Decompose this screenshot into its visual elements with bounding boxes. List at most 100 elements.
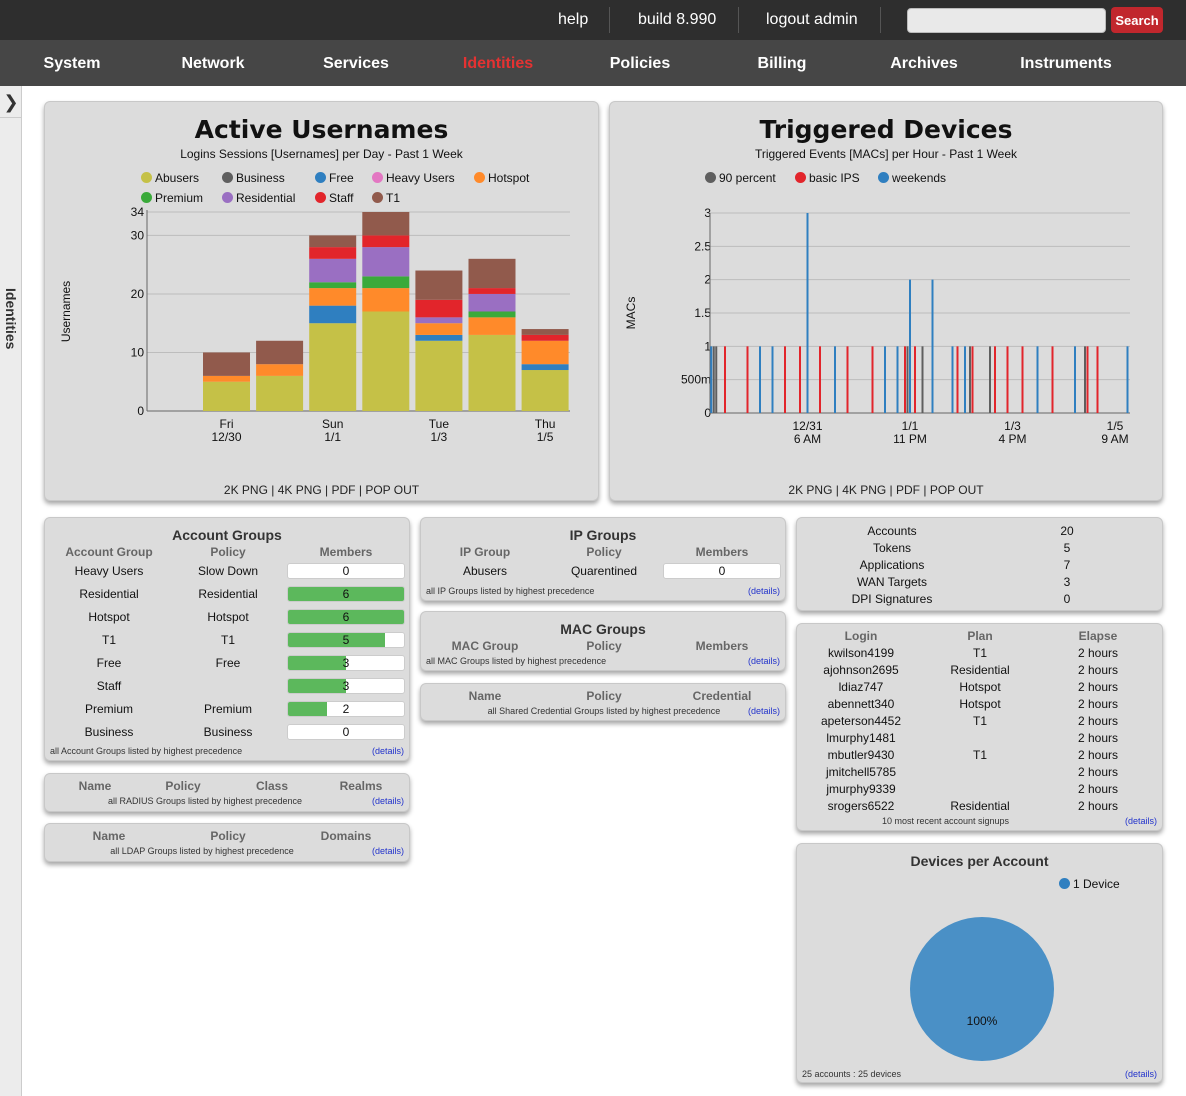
export-pdf[interactable]: PDF <box>896 483 921 497</box>
summary-panel: Accounts 20 Tokens 5 Applications 7 WAN … <box>796 517 1163 611</box>
signup-plan: T1 <box>972 748 987 762</box>
legend-item: T1 <box>372 191 400 205</box>
bar-segment <box>415 340 463 411</box>
bar-segment <box>415 323 463 335</box>
signup-login[interactable]: apeterson4452 <box>820 714 902 728</box>
group-name[interactable]: Staff <box>96 679 122 693</box>
group-name[interactable]: Hotspot <box>88 610 130 624</box>
group-name[interactable]: T1 <box>101 633 116 647</box>
legend-label: Hotspot <box>488 171 530 185</box>
column-header: Name <box>92 829 126 843</box>
column-header: Policy <box>586 689 622 703</box>
signup-login[interactable]: srogers6522 <box>827 799 895 813</box>
bar-segment <box>415 270 463 300</box>
bar-segment <box>521 364 569 371</box>
nav-instruments[interactable]: Instruments <box>1020 55 1112 72</box>
legend-item: Residential <box>222 191 295 205</box>
main-nav: System Network Services Identities Polic… <box>0 40 1186 86</box>
details-link[interactable]: (details) <box>747 706 780 716</box>
signup-login[interactable]: ldiaz747 <box>838 680 884 694</box>
nav-network[interactable]: Network <box>181 55 245 72</box>
details-link[interactable]: (details) <box>1124 1069 1157 1079</box>
legend-item: Business <box>222 171 285 185</box>
x-tick-label: 11 PM <box>893 432 927 446</box>
export-2k-png[interactable]: 2K PNG <box>223 483 268 497</box>
divider <box>738 7 739 33</box>
recent-signups-panel: Login Plan Elapse 10 most recent account… <box>796 623 1163 831</box>
details-link[interactable]: (details) <box>1124 816 1157 826</box>
signup-login[interactable]: jmurphy9339 <box>826 782 896 796</box>
search-input[interactable] <box>907 8 1106 33</box>
y-tick-label: 0 <box>137 404 144 418</box>
legend-dot <box>222 192 233 203</box>
y-tick-label: 34 <box>131 205 145 219</box>
export-pop-out[interactable]: POP OUT <box>929 483 984 497</box>
signup-login[interactable]: mbutler9430 <box>827 748 895 762</box>
members-count: 0 <box>342 564 350 578</box>
logout-link[interactable]: logout admin <box>766 11 858 28</box>
legend-label: Free <box>329 171 354 185</box>
panel-footer: 25 accounts : 25 devices <box>802 1069 902 1079</box>
signup-login[interactable]: abennett340 <box>827 697 895 711</box>
export-2k-png[interactable]: 2K PNG <box>788 483 833 497</box>
search-button[interactable]: Search <box>1111 7 1163 33</box>
nav-system[interactable]: System <box>43 55 101 72</box>
legend-item: Staff <box>315 191 353 205</box>
group-name[interactable]: Abusers <box>462 564 508 578</box>
panel-title: Devices per Account <box>910 853 1049 869</box>
nav-archives[interactable]: Archives <box>890 55 958 72</box>
panel-title: MAC Groups <box>560 621 646 637</box>
mac-groups-panel: MAC Groups MAC Group Policy Members all … <box>420 611 786 671</box>
nav-billing[interactable]: Billing <box>757 55 807 72</box>
bar-segment <box>468 258 516 289</box>
x-tick-label: Sun <box>322 417 343 431</box>
chevron-right-icon[interactable]: ❯ <box>0 86 22 118</box>
bar-segment <box>203 352 250 376</box>
legend-dot <box>141 192 152 203</box>
legend-label: weekends <box>892 171 947 185</box>
signup-login[interactable]: lmurphy1481 <box>826 731 896 745</box>
bar-segment <box>256 364 304 376</box>
y-tick-label: 10 <box>131 345 145 359</box>
column-header: Credential <box>692 689 752 703</box>
group-name[interactable]: Heavy Users <box>74 564 144 578</box>
members-bar-fill <box>288 679 346 693</box>
help-link[interactable]: help <box>558 11 589 28</box>
details-link[interactable]: (details) <box>371 796 404 806</box>
bar-segment <box>309 258 357 283</box>
signup-elapse: 2 hours <box>1077 731 1119 745</box>
nav-identities[interactable]: Identities <box>462 55 534 72</box>
export-4k-png[interactable]: 4K PNG <box>277 483 322 497</box>
members-count: 5 <box>342 633 350 647</box>
signup-login[interactable]: jmitchell5785 <box>825 765 897 779</box>
column-header: Plan <box>967 629 993 643</box>
export-pdf[interactable]: PDF <box>331 483 356 497</box>
members-count: 3 <box>342 679 350 693</box>
details-link[interactable]: (details) <box>747 656 780 666</box>
export-pop-out[interactable]: POP OUT <box>365 483 420 497</box>
signup-login[interactable]: kwilson4199 <box>827 646 895 660</box>
x-tick-label: 1/5 <box>1107 419 1124 433</box>
signup-login[interactable]: ajohnson2695 <box>823 663 899 677</box>
x-tick-label: 12/30 <box>211 430 241 444</box>
bar-segment <box>521 370 569 411</box>
column-header: Account Group <box>65 545 153 559</box>
group-name[interactable]: Free <box>96 656 122 670</box>
bar-segment <box>309 323 357 411</box>
bar-segment <box>362 235 410 248</box>
group-name[interactable]: Business <box>84 725 134 739</box>
details-link[interactable]: (details) <box>747 586 780 596</box>
bar-segment <box>362 212 410 236</box>
build-link[interactable]: build 8.990 <box>638 11 717 28</box>
details-link[interactable]: (details) <box>371 846 404 856</box>
nav-services[interactable]: Services <box>323 55 389 72</box>
group-name[interactable]: Residential <box>79 587 139 601</box>
details-link[interactable]: (details) <box>371 746 404 756</box>
legend-item: weekends <box>878 171 946 185</box>
group-name[interactable]: Premium <box>84 702 133 716</box>
export-links: 2K PNG | 4K PNG | PDF | POP OUT <box>223 483 420 497</box>
group-policy: Quarentined <box>570 564 638 578</box>
signup-elapse: 2 hours <box>1077 748 1119 762</box>
export-4k-png[interactable]: 4K PNG <box>842 483 887 497</box>
nav-policies[interactable]: Policies <box>609 55 671 72</box>
